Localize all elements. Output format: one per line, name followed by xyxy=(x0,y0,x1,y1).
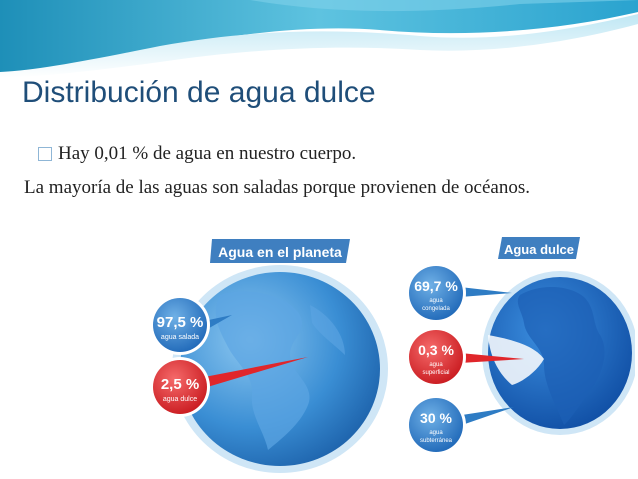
frozen-water-label-1: agua xyxy=(429,298,443,304)
planet-heading: Agua en el planeta xyxy=(218,244,342,260)
underground-water-label-1: agua xyxy=(429,430,443,436)
salt-water-label: agua salada xyxy=(161,334,199,341)
fresh-water-label: agua dulce xyxy=(163,396,197,403)
freshwater-panel: Agua dulce 69,7 % agua congelada 0,3 % a… xyxy=(406,237,635,455)
salt-water-value: 97,5 % xyxy=(157,314,204,331)
body-paragraph: La mayoría de las aguas son saladas porq… xyxy=(24,177,530,198)
salt-water-bubble xyxy=(153,298,207,352)
header-wave-decoration xyxy=(0,0,638,80)
water-distribution-infographic: Agua en el planeta 97,5 % agua salada 2,… xyxy=(150,237,635,473)
bullet-item: Hay 0,01 % de agua en nuestro cuerpo. xyxy=(38,143,356,165)
frozen-water-value: 69,7 % xyxy=(414,278,458,294)
underground-water-bubble xyxy=(409,398,463,452)
fresh-water-value: 2,5 % xyxy=(161,376,199,393)
planet-water-panel: Agua en el planeta 97,5 % agua salada 2,… xyxy=(150,239,388,473)
surface-water-label-2: superficial xyxy=(422,370,449,376)
fresh-water-pointer xyxy=(194,357,308,391)
freshwater-heading: Agua dulce xyxy=(504,242,574,257)
fresh-water-bubble xyxy=(153,360,207,414)
frozen-water-label-2: congelada xyxy=(422,306,450,312)
bullet-text: Hay 0,01 % de agua en nuestro cuerpo. xyxy=(58,143,357,164)
slide-title: Distribución de agua dulce xyxy=(22,76,376,109)
frozen-water-bubble xyxy=(409,266,463,320)
surface-water-value: 0,3 % xyxy=(418,342,454,358)
surface-water-bubble xyxy=(409,330,463,384)
surface-water-label-1: agua xyxy=(429,362,443,368)
underground-water-value: 30 % xyxy=(420,410,452,426)
bullet-box-icon xyxy=(38,147,52,161)
underground-water-label-2: subterránea xyxy=(420,438,453,444)
